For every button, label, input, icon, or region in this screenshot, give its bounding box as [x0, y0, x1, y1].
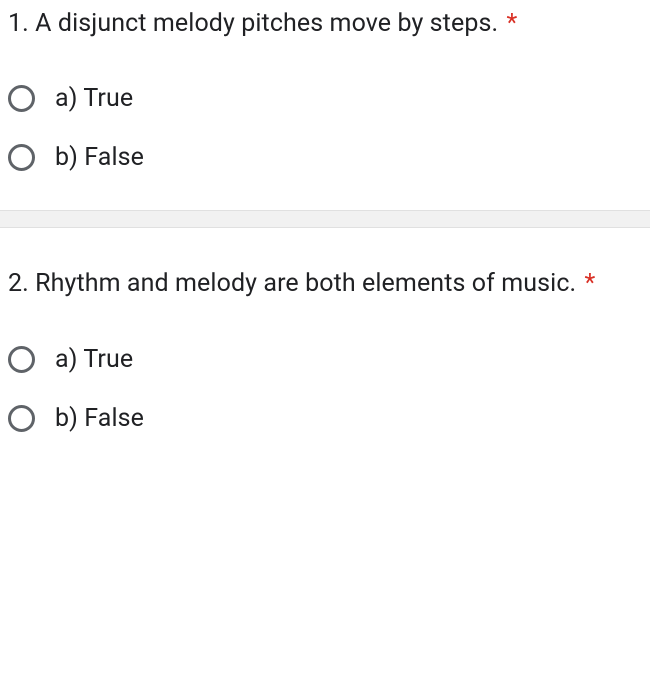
option-row-q2-b[interactable]: b) False	[8, 404, 642, 433]
question-text-2: 2. Rhythm and melody are both elements o…	[8, 266, 642, 302]
option-label-q1-b: b) False	[55, 143, 144, 172]
question-body-1: A disjunct melody pitches move by steps.	[35, 9, 498, 38]
radio-icon	[8, 85, 35, 112]
required-asterisk-1: *	[506, 9, 517, 38]
option-label-q2-b: b) False	[55, 404, 144, 433]
question-block-2: 2. Rhythm and melody are both elements o…	[0, 260, 650, 460]
question-body-2: Rhythm and melody are both elements of m…	[35, 269, 576, 298]
radio-icon	[8, 346, 35, 373]
question-divider	[0, 210, 650, 228]
option-row-q1-b[interactable]: b) False	[8, 143, 642, 172]
question-text-1: 1. A disjunct melody pitches move by ste…	[8, 6, 642, 42]
radio-icon	[8, 144, 35, 171]
option-label-q2-a: a) True	[55, 345, 133, 374]
question-number-2: 2.	[8, 269, 29, 298]
radio-icon	[8, 405, 35, 432]
option-row-q2-a[interactable]: a) True	[8, 345, 642, 374]
question-block-1: 1. A disjunct melody pitches move by ste…	[0, 0, 650, 200]
required-asterisk-2: *	[585, 269, 596, 298]
option-row-q1-a[interactable]: a) True	[8, 84, 642, 113]
question-number-1: 1.	[8, 9, 29, 38]
option-label-q1-a: a) True	[55, 84, 133, 113]
